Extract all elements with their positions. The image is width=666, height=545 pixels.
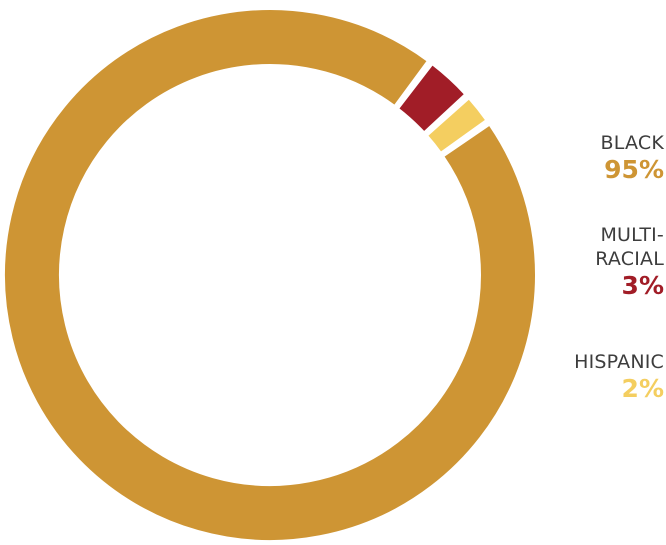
legend-item-black: BLACK 95% (601, 131, 664, 185)
legend-label-multiracial-line1: MULTI- (600, 224, 664, 246)
slice-multi-racial (396, 62, 467, 134)
slice-hispanic (425, 96, 488, 155)
slice-black (3, 8, 537, 542)
legend-item-multiracial: MULTI- RACIAL 3% (595, 223, 664, 301)
legend-label-hispanic: HISPANIC (574, 351, 664, 373)
legend-label-black: BLACK (600, 132, 664, 154)
legend-label-multiracial-line2: RACIAL (595, 248, 664, 270)
donut-chart (3, 8, 537, 542)
legend-value-hispanic: 2% (621, 374, 664, 403)
legend-value-black: 95% (604, 155, 664, 184)
legend-value-multiracial: 3% (621, 271, 664, 300)
legend-item-hispanic: HISPANIC 2% (574, 350, 664, 404)
